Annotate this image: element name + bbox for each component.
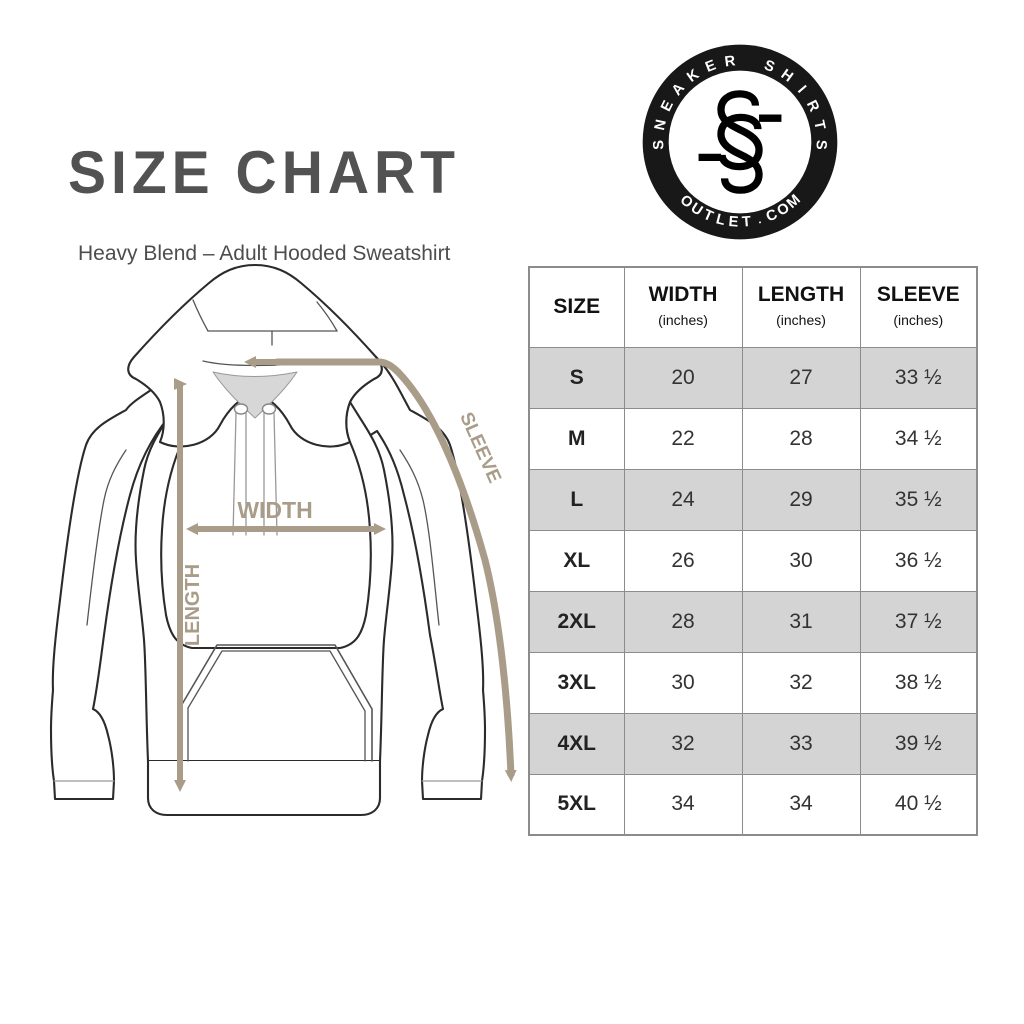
svg-text:LENGTH: LENGTH	[182, 564, 204, 646]
svg-text:WIDTH: WIDTH	[237, 497, 312, 523]
svg-text:SLEEVE: SLEEVE	[455, 409, 505, 486]
